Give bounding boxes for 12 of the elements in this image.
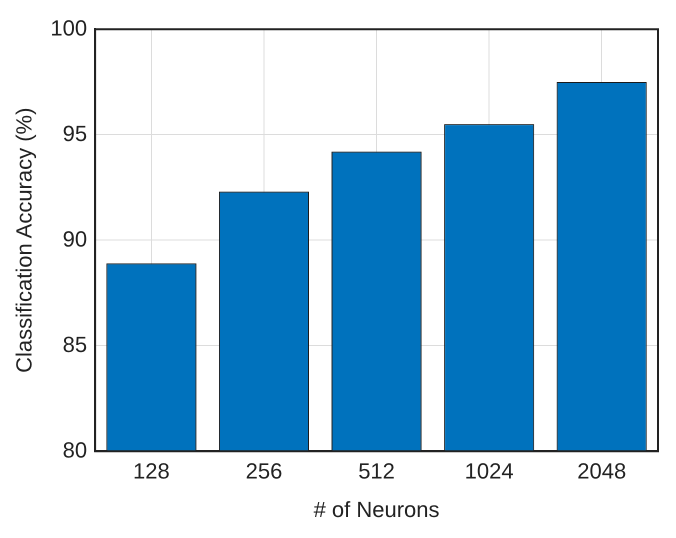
x-tick-label: 128 bbox=[133, 458, 170, 484]
x-tick-label: 2048 bbox=[577, 458, 626, 484]
y-tick-label: 95 bbox=[62, 120, 88, 146]
x-axis-title: # of Neurons bbox=[314, 496, 440, 522]
y-axis-title: Classification Accuracy (%) bbox=[11, 108, 36, 373]
x-tick-label: 1024 bbox=[464, 458, 514, 484]
y-tick-label: 85 bbox=[62, 332, 88, 357]
y-tick-label: 80 bbox=[62, 437, 88, 462]
x-tick-label: 256 bbox=[246, 458, 282, 484]
x-tick-label: 512 bbox=[358, 458, 395, 484]
y-tick-label: 90 bbox=[62, 226, 88, 252]
y-tick-label: 100 bbox=[50, 15, 88, 40]
